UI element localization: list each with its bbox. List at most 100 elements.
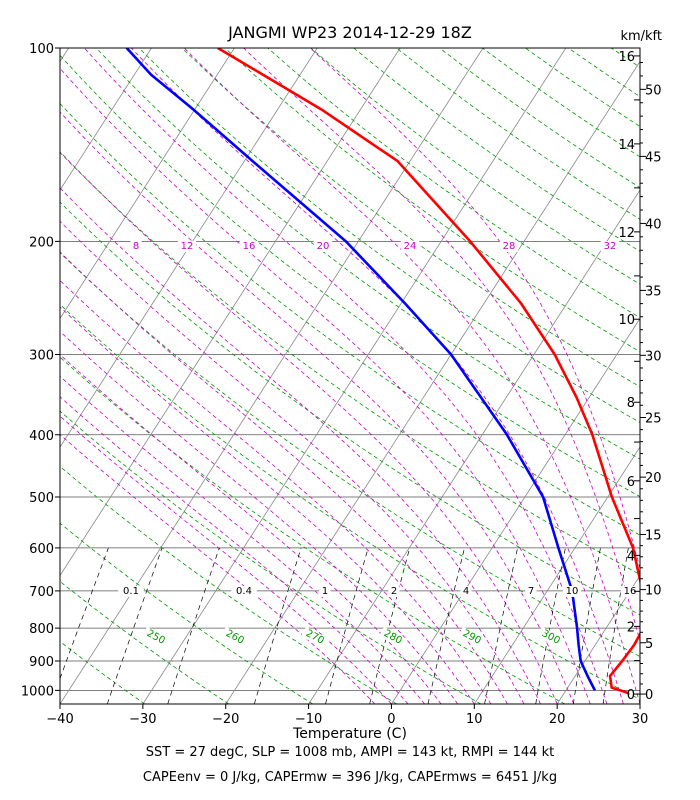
dry-adiabat-line (525, 48, 640, 127)
moist-adiabat-label: 8 (133, 241, 139, 252)
x-tick-label: −20 (212, 712, 239, 727)
dry-adiabat-line (60, 102, 640, 536)
mixing-ratio-label-bg (562, 586, 582, 597)
dry-adiabat-label-bg (220, 626, 249, 649)
dry-adiabat-line (60, 201, 640, 616)
mixing-ratio-label: 4 (463, 586, 469, 597)
dry-adiabat-line (310, 48, 640, 285)
dry-adiabat-label-bg (457, 626, 486, 649)
km-tick-label: 14 (618, 138, 635, 153)
p-tick-label: 300 (29, 348, 54, 363)
isotherm-line (473, 446, 640, 704)
dry-adiabat-line (138, 48, 640, 423)
dry-adiabat-line (353, 48, 640, 252)
moist-adiabat-label: 24 (404, 241, 417, 252)
isotherm-line (639, 703, 640, 704)
moist-adiabat-line (60, 396, 409, 704)
dry-adiabat-label-bg (300, 626, 329, 649)
dry-adiabat-line (60, 303, 640, 700)
km-tick-label: 0 (627, 688, 635, 703)
moist-adiabat-label: 32 (604, 241, 617, 252)
moist-adiabat-line (60, 251, 508, 704)
mixing-ratio-line (572, 547, 601, 704)
moist-adiabat-line (60, 434, 376, 704)
mixing-ratio-label: 7 (528, 586, 534, 597)
plot-frame (59, 47, 641, 705)
isotherm-line (60, 48, 401, 577)
dry-adiabat-label-bg (378, 626, 407, 649)
x-tick-label: 30 (632, 712, 649, 727)
mixing-ratio-label-bg (231, 586, 257, 597)
moist-adiabat-line (60, 151, 558, 704)
x-tick-label: 0 (387, 712, 395, 727)
p-tick-label: 500 (29, 491, 54, 506)
dry-adiabat-line (482, 48, 640, 158)
isotherm-line (60, 48, 70, 63)
moist-adiabat-label-bg (239, 241, 259, 252)
p-tick-label: 200 (29, 235, 54, 250)
km-tick-label: 16 (618, 50, 635, 65)
dry-adiabat-line (60, 54, 640, 498)
mixing-ratio-line (484, 547, 518, 704)
dry-adiabat-line (267, 48, 640, 319)
dry-adiabat-line (60, 356, 565, 704)
kft-tick-label: 0 (645, 688, 653, 703)
mixing-ratio-label-bg (620, 586, 640, 597)
moist-adiabat-line (60, 330, 459, 704)
x-tick-label: −40 (46, 712, 73, 727)
moist-adiabat-line (60, 354, 442, 704)
km-tick-label: 12 (618, 226, 635, 241)
mixing-ratio-line (106, 547, 163, 704)
dry-adiabat-label-bg (536, 626, 565, 649)
mixing-ratio-label-bg (118, 586, 144, 597)
isotherm-line (225, 60, 640, 704)
km-kft-label: km/kft (620, 29, 662, 44)
dry-adiabat-line (95, 48, 640, 460)
dry-adiabat-line (60, 640, 145, 704)
mixing-ratio-label: 16 (624, 586, 637, 597)
x-tick-label: 10 (466, 712, 483, 727)
mixing-ratio-label-bg (525, 586, 537, 597)
moist-adiabat-line (60, 306, 475, 704)
dry-adiabat-line (60, 151, 640, 576)
moist-adiabat-label-bg (313, 241, 333, 252)
mixing-ratio-line (369, 547, 411, 704)
moist-adiabat-line (243, 48, 640, 643)
km-tick-label: 2 (627, 620, 635, 635)
dry-adiabat-line (60, 702, 61, 704)
moist-adiabat-line (84, 48, 608, 704)
kft-tick-label: 35 (645, 284, 662, 299)
moist-adiabat-label-bg (130, 241, 142, 252)
kft-tick-label: 15 (645, 528, 662, 543)
dry-adiabat-line (60, 465, 397, 704)
km-tick-label: 8 (627, 396, 635, 411)
moist-adiabat-line (60, 187, 541, 704)
p-tick-label: 700 (29, 585, 54, 600)
mixing-ratio-label: 10 (566, 586, 579, 597)
isotherm-line (60, 48, 318, 448)
isotherm-line (391, 317, 640, 704)
moist-adiabat-label: 20 (317, 241, 330, 252)
km-tick-label: 4 (627, 549, 635, 564)
kft-tick-label: 20 (645, 471, 662, 486)
mixing-ratio-label-bg (319, 586, 331, 597)
x-tick-label: −30 (129, 712, 156, 727)
x-axis-label: Temperature (C) (292, 726, 407, 740)
p-tick-label: 800 (29, 622, 54, 637)
mixing-ratio-line (602, 547, 629, 704)
moist-adiabat-line (60, 67, 591, 704)
moist-adiabat-label-bg (400, 241, 420, 252)
dry-adiabat-line (60, 410, 481, 704)
kft-tick-label: 50 (645, 83, 662, 98)
p-tick-label: 900 (29, 655, 54, 670)
p-tick-label: 1000 (21, 684, 54, 699)
moist-adiabat-label-bg (177, 241, 197, 252)
mixing-ratio-label: 1 (322, 586, 328, 597)
p-tick-label: 100 (29, 42, 54, 57)
moist-adiabat-line (60, 415, 392, 704)
moist-adiabat-label-bg (499, 241, 519, 252)
dry-adiabat-line (60, 252, 640, 658)
moist-adiabat-label: 12 (181, 241, 194, 252)
isotherm-line (60, 48, 235, 320)
mixing-ratio-line (427, 547, 465, 704)
